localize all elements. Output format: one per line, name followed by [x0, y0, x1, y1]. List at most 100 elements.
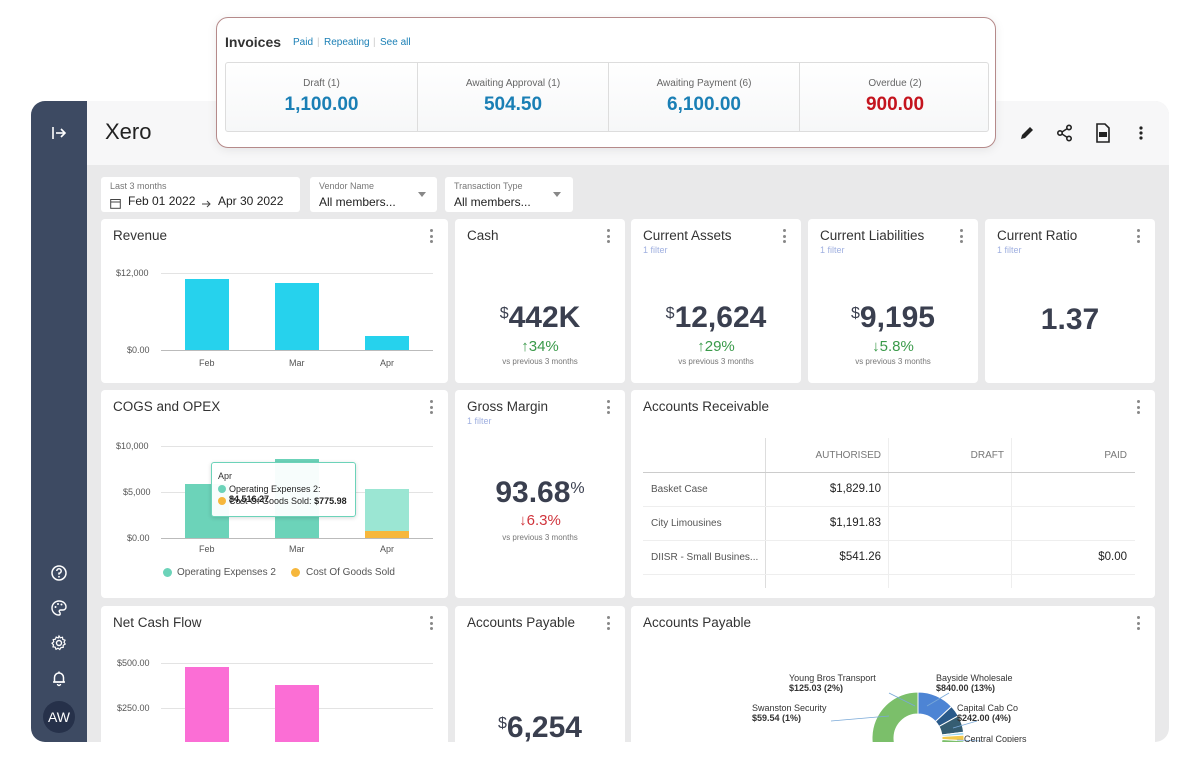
edit-icon[interactable]	[1017, 123, 1037, 143]
cogs-opex-card: COGS and OPEX $10,000 $5,000 $0.00 Feb M…	[101, 390, 448, 598]
current-ratio-value: 1.37	[1040, 303, 1100, 336]
legend-label[interactable]: Cost Of Goods Sold	[306, 567, 395, 578]
card-title: Accounts Receivable	[643, 399, 770, 414]
invoice-stat-value: 900.00	[865, 94, 925, 115]
legend-label[interactable]: Operating Expenses 2	[177, 567, 276, 578]
card-title: Cash	[467, 228, 499, 243]
filter-count[interactable]: 1 filter	[997, 245, 1022, 255]
card-menu-icon[interactable]	[1137, 229, 1141, 243]
date-from[interactable]: Feb 01 2022	[128, 194, 196, 208]
filter-count[interactable]: 1 filter	[820, 245, 845, 255]
invoice-stat-label: Awaiting Payment (6)	[656, 78, 752, 89]
pie-leader-line	[926, 692, 950, 707]
invoice-stat-3[interactable]: Overdue (2) 900.00	[799, 62, 990, 132]
card-title: Accounts Payable	[643, 615, 752, 630]
card-menu-icon[interactable]	[1137, 400, 1141, 414]
table-row[interactable]: City Limousines $1,191.83	[631, 516, 1155, 536]
y-tick-label: $10,000	[116, 441, 149, 451]
baseline	[161, 350, 433, 351]
invoices-title: Invoices	[225, 34, 282, 50]
card-title: Current Liabilities	[820, 228, 925, 243]
vendor-filter[interactable]: Vendor Name All members...	[310, 177, 437, 212]
vendor-filter-value: All members...	[319, 195, 396, 209]
card-menu-icon[interactable]	[607, 400, 611, 414]
comparison-note: vs previous 3 months	[502, 533, 578, 542]
arrow-right-icon	[201, 196, 211, 208]
card-menu-icon[interactable]	[1137, 616, 1141, 630]
help-icon[interactable]	[45, 559, 73, 587]
column-header[interactable]: DRAFT	[970, 450, 1004, 461]
share-icon[interactable]	[1055, 123, 1075, 143]
palette-icon[interactable]	[45, 594, 73, 622]
card-menu-icon[interactable]	[960, 229, 964, 243]
bell-icon[interactable]	[45, 664, 73, 692]
y-tick-label: $12,000	[116, 268, 149, 278]
revenue-card: Revenue $12,000 $0.00 Feb Mar Apr	[101, 219, 448, 383]
repeating-link[interactable]: Repeating	[324, 37, 370, 48]
invoice-stat-value: 6,100.00	[667, 94, 741, 115]
bar-feb[interactable]	[185, 279, 229, 350]
transaction-filter-value: All members...	[454, 195, 531, 209]
bar-feb[interactable]	[185, 666, 229, 742]
chevron-down-icon	[553, 192, 561, 197]
y-tick-label: $5,000	[123, 487, 151, 497]
card-menu-icon[interactable]	[430, 400, 434, 414]
invoice-stat-label: Draft (1)	[303, 78, 340, 89]
table-row[interactable]: Basket Case $1,829.10	[631, 482, 1155, 502]
pie-chart	[830, 691, 982, 742]
date-to[interactable]: Apr 30 2022	[218, 194, 284, 208]
card-title: Net Cash Flow	[113, 615, 202, 630]
tooltip-title: Apr	[218, 471, 233, 481]
filter-count[interactable]: 1 filter	[643, 245, 668, 255]
cash-value: $442K	[499, 301, 581, 334]
x-tick-label: Feb	[199, 358, 215, 368]
column-header[interactable]: PAID	[1104, 450, 1127, 461]
pie-label: Swanston Security $59.54 (1%)	[752, 703, 827, 723]
legend-dot	[218, 485, 226, 493]
table-cell: $0.00	[1098, 551, 1127, 563]
paid-link[interactable]: Paid	[293, 37, 314, 48]
legend-swatch-cogs	[291, 568, 300, 577]
avatar[interactable]: AW	[43, 701, 75, 733]
settings-icon[interactable]	[45, 629, 73, 657]
bar-apr[interactable]	[365, 335, 409, 350]
invoice-stat-0[interactable]: Draft (1) 1,100.00	[226, 62, 417, 132]
dashboard-window: AW Xero Last 3 months Feb 01 2022 Apr 30…	[31, 101, 1169, 742]
bar-apr-cogs[interactable]	[365, 530, 409, 538]
bar-mar[interactable]	[275, 282, 319, 350]
page-title: Xero	[105, 119, 152, 144]
transaction-type-filter[interactable]: Transaction Type All members...	[445, 177, 573, 212]
bar-apr-opex[interactable]	[365, 489, 409, 531]
card-menu-icon[interactable]	[607, 616, 611, 630]
card-title: Revenue	[113, 228, 168, 243]
collapse-icon[interactable]	[45, 119, 73, 147]
column-header[interactable]: AUTHORISED	[815, 450, 881, 461]
gross-margin-card: Gross Margin 1 filter 93.68% ↓6.3% vs pr…	[455, 390, 625, 598]
pie-label: Central Copiers	[964, 734, 1027, 742]
card-menu-icon[interactable]	[783, 229, 787, 243]
date-range-filter[interactable]: Last 3 months Feb 01 2022 Apr 30 2022	[101, 177, 300, 212]
bar-mar[interactable]	[275, 684, 319, 742]
table-row[interactable]: DIISR - Small Busines... $541.26 $0.00	[631, 550, 1155, 570]
more-icon[interactable]	[1139, 125, 1143, 141]
filter-count[interactable]: 1 filter	[467, 416, 492, 426]
gridline	[161, 273, 433, 274]
tooltip-row: Cost Of Goods Sold: $775.98	[229, 496, 347, 506]
current-liabilities-card: Current Liabilities 1 filter $9,195 ↓5.8…	[808, 219, 978, 383]
gross-margin-value: 93.68%	[495, 476, 585, 509]
pie-label: Bayside Wholesale $840.00 (13%)	[936, 673, 1013, 693]
pdf-icon[interactable]	[1093, 122, 1113, 144]
invoice-stat-2[interactable]: Awaiting Payment (6) 6,100.00	[608, 62, 799, 132]
comparison-note: vs previous 3 months	[855, 357, 931, 366]
chevron-down-icon	[418, 192, 426, 197]
y-tick-label: $0.00	[127, 345, 150, 355]
see-all-link[interactable]: See all	[380, 37, 411, 48]
card-menu-icon[interactable]	[607, 229, 611, 243]
card-menu-icon[interactable]	[430, 229, 434, 243]
invoice-stat-1[interactable]: Awaiting Approval (1) 504.50	[417, 62, 608, 132]
x-tick-label: Mar	[289, 544, 305, 554]
pie-slice-other[interactable]	[871, 691, 965, 742]
table-cell: $541.26	[839, 551, 881, 563]
current-assets-value: $12,624	[665, 301, 767, 334]
card-menu-icon[interactable]	[430, 616, 434, 630]
